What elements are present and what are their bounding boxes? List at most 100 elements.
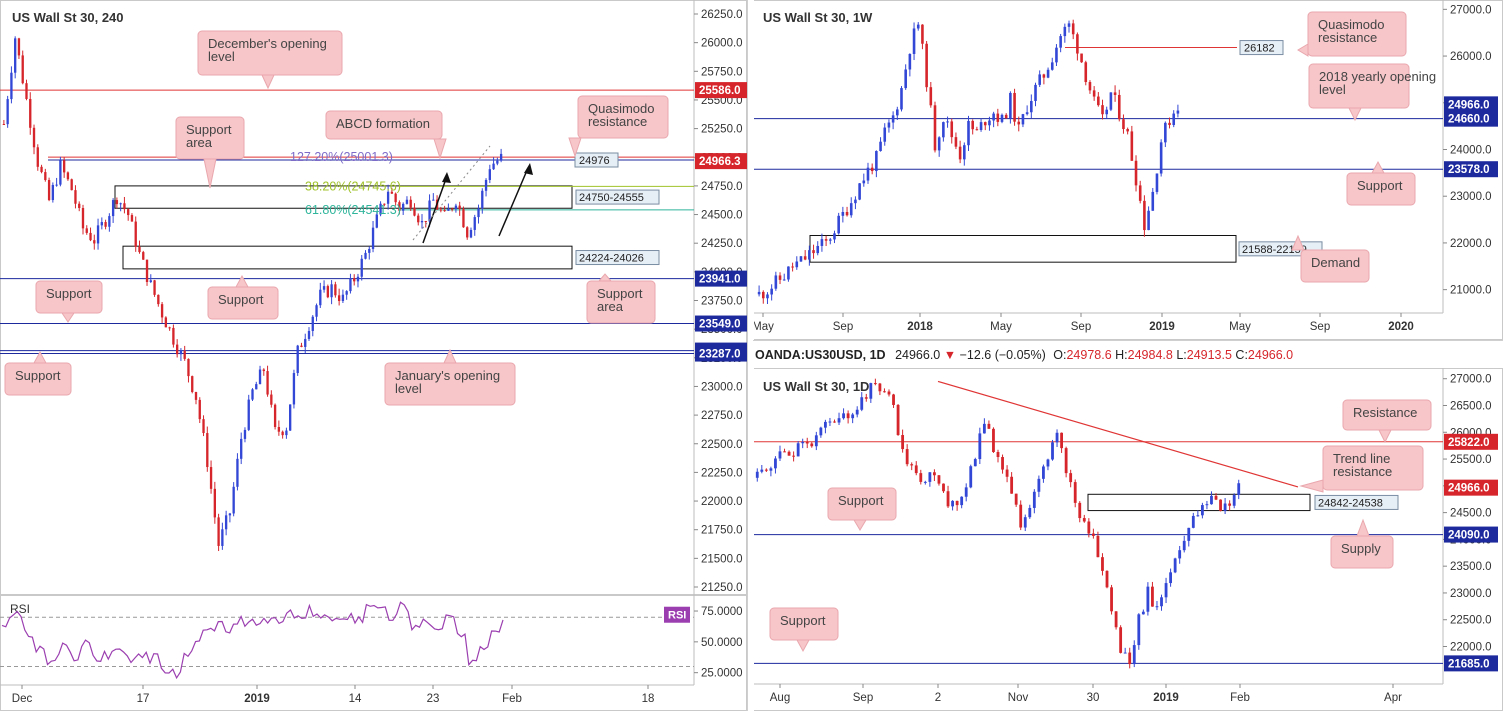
daily-close-label: C:: [1235, 348, 1248, 362]
bull-candle: [1046, 69, 1050, 78]
bear-candle: [466, 227, 469, 238]
level-box-label-box: [574, 152, 619, 168]
bear-candle: [62, 160, 66, 173]
bull-candle: [1025, 112, 1029, 115]
bear-candle: [93, 240, 96, 244]
daily-chart[interactable]: 27000.026500.026000.025500.025000.024500…: [753, 368, 1503, 711]
bear-candle: [1128, 652, 1132, 665]
callout-weekly-text: Demand: [1311, 255, 1360, 270]
bear-candle: [25, 83, 28, 99]
rsi-title: RSI: [10, 602, 30, 616]
bull-candle: [492, 163, 495, 170]
time-tick-label: 14: [349, 693, 362, 705]
bear-candle: [761, 291, 765, 299]
bear-candle: [175, 344, 179, 355]
h4-chart-panel[interactable]: 26250.026000.025750.025500.025250.025000…: [0, 0, 747, 595]
bull-candle: [1038, 74, 1041, 85]
bear-candle: [812, 250, 815, 254]
rsi-panel[interactable]: 75.0000 50.0000 25.0000 Dec 17 2019 14 23 Feb 18 R…: [0, 595, 747, 711]
bull-candle: [1059, 36, 1062, 48]
level-box-label: 24976: [579, 155, 610, 167]
bull-candle: [808, 250, 811, 260]
bull-candle: [928, 472, 932, 482]
callout-daily-text: Supply: [1341, 541, 1381, 556]
bear-candle: [70, 179, 73, 191]
rsi-line: [1, 601, 504, 680]
bear-candle: [334, 284, 337, 296]
rsi-chart[interactable]: 75.0000 50.0000 25.0000 Dec 17 2019 14 23 Feb 18 R…: [0, 595, 747, 711]
bull-candle: [255, 384, 258, 390]
time-tick-label: Aug: [770, 692, 790, 704]
bull-candle: [96, 225, 100, 244]
price-tick-label: 22250.0: [701, 467, 743, 479]
bear-candle: [458, 205, 461, 210]
time-tick-label: 2019: [1149, 321, 1175, 333]
bear-candle: [954, 137, 958, 147]
bull-candle: [236, 458, 239, 487]
bear-candle: [145, 259, 149, 282]
bull-candle: [1021, 114, 1025, 125]
bear-candle: [1004, 114, 1008, 119]
bull-candle: [1109, 92, 1113, 110]
rsi-tag-bg: [664, 606, 690, 623]
bear-candle: [300, 345, 303, 347]
bear-candle: [1113, 92, 1117, 95]
weekly-chart[interactable]: 27000.026000.025000.024000.023000.022000…: [753, 0, 1503, 340]
time-tick-label: May: [990, 321, 1012, 333]
bear-candle: [792, 455, 796, 457]
bear-candle: [1138, 185, 1142, 201]
bear-candle: [883, 391, 886, 393]
bull-candle: [386, 191, 390, 204]
bull-candle: [1164, 122, 1167, 143]
bull-candle: [967, 120, 970, 146]
bull-candle: [14, 38, 17, 73]
bull-candle: [108, 216, 111, 227]
bull-candle: [499, 153, 503, 161]
bull-candle: [51, 184, 55, 201]
bull-candle: [247, 399, 250, 430]
callout-daily-box: [1322, 445, 1424, 491]
bear-candle: [353, 278, 356, 282]
callout-weekly-box: [1307, 11, 1407, 57]
bear-candle: [44, 172, 47, 181]
bear-candle: [1214, 495, 1218, 500]
bull-candle: [243, 429, 247, 439]
zone-label: 21588-22159: [1242, 244, 1307, 256]
bear-candle: [933, 105, 937, 151]
bear-candle: [273, 404, 277, 427]
bear-candle: [326, 286, 330, 298]
up-arrow-1-head: [442, 172, 451, 183]
bull-candle: [992, 113, 995, 121]
callout-h4-text: Support: [597, 286, 643, 301]
h4-chart[interactable]: 26250.026000.025750.025500.025250.025000…: [0, 0, 747, 595]
daily-chart-panel[interactable]: 27000.026500.026000.025500.025000.024500…: [753, 368, 1503, 711]
bull-candle: [841, 211, 845, 216]
bear-candle: [1168, 122, 1171, 126]
daily-last-price: 24966.0: [895, 348, 941, 362]
bull-candle: [1176, 110, 1180, 114]
time-tick-label: Sep: [1310, 321, 1330, 333]
bull-candle: [100, 222, 103, 226]
price-tick-label: 23750.0: [701, 296, 743, 308]
bear-candle: [194, 391, 198, 400]
price-tag: 23941.0: [699, 274, 741, 286]
bear-candle: [864, 397, 868, 399]
price-tick-label: 23500.0: [1450, 561, 1492, 573]
price-tag: 21685.0: [1448, 658, 1490, 670]
callout-h4-text: level: [208, 49, 235, 64]
level-box-label-box: [1239, 40, 1284, 56]
bear-candle: [32, 127, 36, 148]
price-tick-label: 22500.0: [701, 439, 743, 451]
bear-candle: [1101, 557, 1104, 571]
bear-candle: [901, 435, 905, 450]
callout-h4-box: [384, 362, 516, 406]
bear-candle: [1088, 82, 1092, 91]
bear-candle: [896, 404, 900, 436]
bear-candle: [142, 252, 145, 260]
bear-candle: [443, 210, 446, 212]
weekly-chart-panel[interactable]: 27000.026000.025000.024000.023000.022000…: [753, 0, 1503, 340]
bull-candle: [1169, 572, 1173, 584]
price-tick-label: 27000.0: [1450, 4, 1492, 16]
